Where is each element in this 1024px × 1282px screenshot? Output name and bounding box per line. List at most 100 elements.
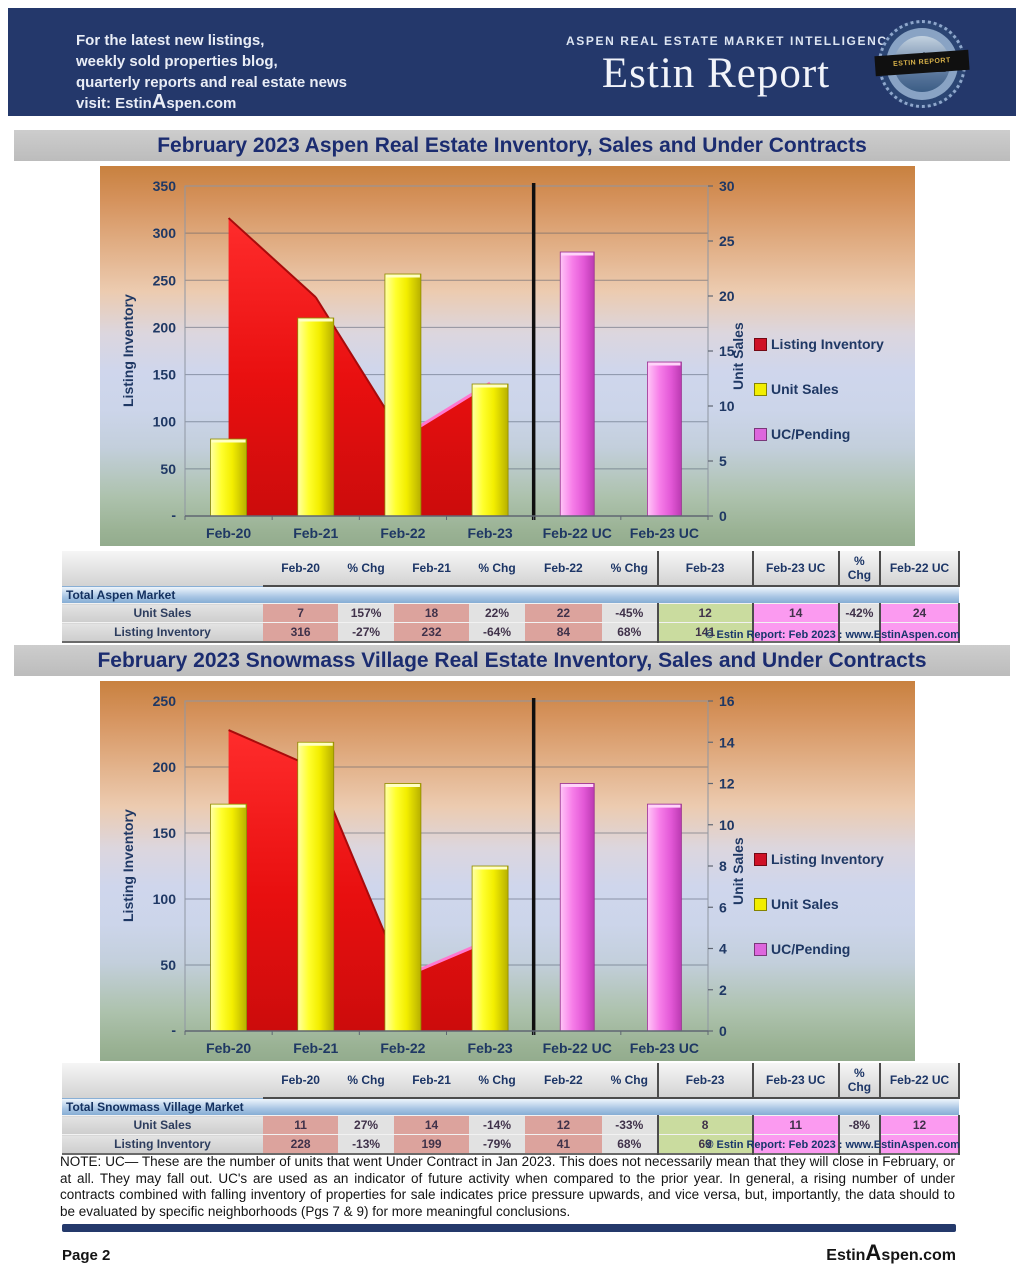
right-axis-title: Unit Sales — [730, 837, 746, 905]
cell-feb-20: 228 — [262, 1134, 339, 1154]
cell--chg: -33% — [601, 1115, 658, 1135]
right-axis-tick-label: 25 — [719, 233, 735, 249]
right-axis-tick-label: 30 — [719, 178, 735, 194]
table-header-empty — [62, 1063, 263, 1098]
promo-line-2: weekly sold properties blog, — [76, 53, 278, 70]
right-axis-title: Unit Sales — [730, 322, 746, 390]
right-axis-tick-label: 10 — [719, 398, 735, 414]
cell--chg: -79% — [469, 1134, 525, 1154]
uc-pending-bar — [647, 803, 682, 1032]
snowmass-copyright: © Estin Report: Feb 2023 : www.EstinAspe… — [705, 1139, 960, 1151]
left-axis-tick-label: 200 — [153, 319, 177, 335]
left-axis-tick-label: 100 — [153, 414, 177, 430]
cell--chg — [837, 622, 881, 642]
aspen-copyright: © Estin Report: Feb 2023 : www.EstinAspe… — [705, 629, 960, 641]
right-axis-tick-label: 20 — [719, 288, 735, 304]
cell-feb-23-uc — [751, 1134, 839, 1154]
cell-feb-23: 8 — [656, 1115, 753, 1135]
right-axis-tick-label: 2 — [719, 982, 727, 998]
table-header--chg: % Chg — [837, 1063, 881, 1099]
table-header-feb-22: Feb-22 — [524, 1063, 602, 1099]
left-axis-zero-label: - — [171, 1022, 176, 1038]
aspen-table-wrap: Feb-20% Chg Feb-21% Chg Feb-22% Chg Feb-23 F… — [62, 551, 960, 643]
table-row-listing-inventory: Listing Inventory 316 -27% 232 -64% 84 68% 141 — [62, 622, 960, 642]
left-axis-tick-label: 150 — [153, 367, 177, 383]
legend-item: Listing Inventory — [754, 851, 884, 867]
cell-feb-20: 7 — [262, 603, 339, 623]
cell--chg — [837, 1134, 881, 1154]
promo-text: For the latest new listings, weekly sold… — [76, 30, 347, 114]
right-axis-tick-label: 0 — [719, 1023, 727, 1039]
cell-feb-22-uc: 24 — [879, 603, 960, 623]
estin-report-logo: ESTIN REPORT — [874, 20, 970, 108]
table-row-listing-inventory: Listing Inventory 228 -13% 199 -79% 41 68% 69 — [62, 1134, 960, 1154]
cell--chg: 68% — [601, 1134, 658, 1154]
footer-brand-a: A — [865, 1240, 882, 1265]
brand-title: Estin Report — [601, 50, 831, 97]
row-label: Unit Sales — [62, 1115, 263, 1135]
table-header-feb-22-uc: Feb-22 UC — [879, 1063, 960, 1099]
table-header--chg: % Chg — [338, 1063, 394, 1099]
cell-feb-22: 41 — [524, 1134, 602, 1154]
promo-visit-line: visit: EstinAspen.com — [76, 92, 347, 114]
table-header--chg: % Chg — [469, 1063, 525, 1099]
left-axis-tick-label: 50 — [160, 957, 176, 973]
promo-line-3: quarterly reports and real estate news — [76, 74, 347, 91]
page-number: Page 2 — [62, 1247, 111, 1264]
category-label: Feb-23 UC — [630, 525, 699, 541]
left-axis-title: Listing Inventory — [120, 809, 136, 923]
top-banner: For the latest new listings, weekly sold… — [8, 8, 1016, 116]
category-label: Feb-22 — [380, 525, 425, 541]
category-label: Feb-22 — [380, 1040, 425, 1056]
left-axis-title: Listing Inventory — [120, 294, 136, 408]
table-header--chg: % Chg — [837, 551, 881, 587]
brand-tagline: ASPEN REAL ESTATE MARKET INTELLIGENCE — [566, 34, 898, 48]
cell-feb-23: 69 — [656, 1134, 753, 1154]
category-label: Feb-21 — [293, 525, 338, 541]
unit-sales-bar — [297, 317, 335, 517]
cell-feb-23-uc: 14 — [751, 603, 839, 623]
aspen-section-title: February 2023 Aspen Real Estate Inventor… — [14, 130, 1010, 161]
left-axis-tick-label: 50 — [160, 461, 176, 477]
right-axis-tick-label: 0 — [719, 508, 727, 524]
row-label: Listing Inventory — [62, 622, 263, 642]
left-axis-zero-label: - — [171, 507, 176, 523]
legend-label: UC/Pending — [771, 426, 851, 442]
snowmass-section-title: February 2023 Snowmass Village Real Esta… — [14, 645, 1010, 676]
right-axis-tick-label: 16 — [719, 693, 735, 709]
table-row-unit-sales: Unit Sales 7 157% 18 22% 22 -45% 12 14 -42% 24 — [62, 603, 960, 623]
market-label: Total Aspen Market — [62, 586, 959, 604]
aspen-table: Feb-20% Chg Feb-21% Chg Feb-22% Chg Feb-23 F… — [62, 551, 960, 643]
uc-note: NOTE: UC— These are the number of units … — [60, 1154, 955, 1219]
market-section-row: Total Aspen Market — [62, 586, 959, 604]
legend-item: Unit Sales — [754, 381, 884, 397]
legend-swatch-icon — [754, 942, 767, 956]
cell-feb-23: 141 — [656, 622, 753, 642]
cell-feb-21: 14 — [393, 1115, 470, 1135]
cell--chg: -42% — [837, 603, 881, 623]
promo-visit-pre: visit: Estin — [76, 95, 152, 112]
category-label: Feb-23 — [468, 525, 513, 541]
table-header-feb-20: Feb-20 — [262, 1063, 339, 1099]
cell-feb-23-uc — [751, 622, 839, 642]
table-header--chg: % Chg — [469, 551, 525, 587]
snowmass-table-wrap: Feb-20% Chg Feb-21% Chg Feb-22% Chg Feb-23 F… — [62, 1063, 960, 1155]
category-label: Feb-21 — [293, 1040, 338, 1056]
snowmass-chart: 250 200 150 100 50 - 0 2 4 6 8 10 12 14 16 Feb-20 Feb-21… — [100, 681, 915, 1061]
category-label: Feb-20 — [206, 1040, 251, 1056]
cell--chg: 68% — [601, 622, 658, 642]
left-axis-tick-label: 250 — [153, 693, 177, 709]
legend-label: Unit Sales — [771, 896, 839, 912]
cell-feb-21: 232 — [393, 622, 470, 642]
unit-sales-bar — [471, 383, 509, 517]
legend-item: Listing Inventory — [754, 336, 884, 352]
cell--chg: 157% — [338, 603, 394, 623]
category-label: Feb-23 UC — [630, 1040, 699, 1056]
table-header-feb-23: Feb-23 — [656, 551, 753, 587]
table-header-feb-23: Feb-23 — [656, 1063, 753, 1099]
right-axis-tick-label: 15 — [719, 343, 735, 359]
cell--chg: -8% — [837, 1115, 881, 1135]
snowmass-table: Feb-20% Chg Feb-21% Chg Feb-22% Chg Feb-23 F… — [62, 1063, 960, 1155]
legend-swatch-icon — [754, 337, 767, 351]
